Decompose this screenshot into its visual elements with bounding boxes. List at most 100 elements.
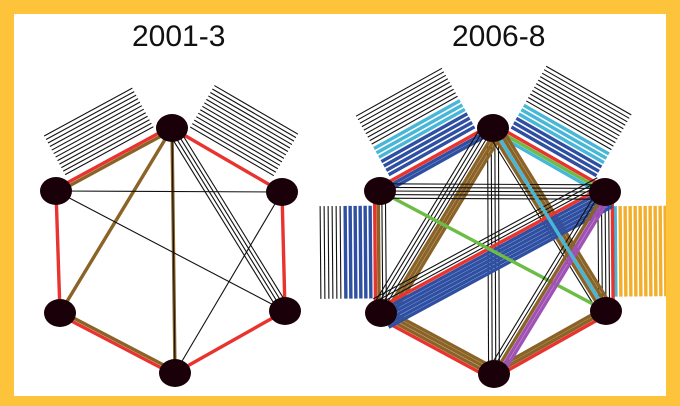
edge-line-1-12-1 (380, 186, 606, 189)
stub-line-1-3-1 (618, 206, 623, 297)
stub-line-1-1-14 (541, 72, 628, 123)
node-bottom (478, 360, 510, 388)
stub-line-0-1-8 (206, 98, 291, 149)
stub-line-0-1-9 (208, 95, 293, 146)
stub-line-1-2-4 (348, 205, 353, 299)
edge-line-1-4-3 (384, 190, 387, 313)
edge-line-0-8-1 (173, 126, 287, 311)
stub-line-1-0-0 (387, 125, 476, 177)
stub-line-0-1-0 (189, 126, 275, 177)
edge-line-1-10-0 (379, 189, 607, 313)
edge-line-1-11-2 (492, 191, 607, 375)
node-lower-left (365, 299, 397, 327)
node-bottom (159, 359, 191, 387)
edge-line-0-12-0 (174, 191, 283, 374)
stub-line-1-3-4 (633, 206, 638, 297)
stub-line-0-0-5 (55, 108, 145, 158)
edge-line-1-4-1 (376, 191, 381, 314)
stub-line-1-2-0 (368, 205, 373, 299)
stub-line-1-0-2 (382, 116, 471, 168)
edge-line-1-9-7 (376, 183, 601, 306)
stub-line-1-0-1 (385, 120, 473, 172)
stub-line-1-1-13 (539, 76, 626, 126)
edge-line-0-2-0 (174, 309, 286, 375)
stub-line-0-0-9 (47, 94, 137, 144)
stub-line-1-1-2 (515, 116, 603, 169)
stub-line-0-1-7 (204, 102, 289, 152)
edge-line-1-11-0 (498, 194, 613, 379)
node-upper-right (266, 178, 298, 206)
edge-line-1-12-2 (379, 190, 606, 193)
node-upper-right (589, 178, 621, 206)
node-top (477, 114, 509, 142)
stub-line-0-0-1 (62, 122, 152, 172)
stub-line-0-0-4 (57, 112, 146, 162)
network-diagrams (40, 65, 666, 388)
edge-line-0-5-0 (54, 124, 172, 191)
node-lower-right (590, 297, 622, 325)
edge-line-1-0-1 (492, 126, 606, 194)
node-lower-right (269, 297, 301, 325)
node-lower-left (44, 299, 76, 327)
stub-line-1-0-11 (363, 81, 451, 131)
stub-line-0-1-2 (193, 119, 279, 170)
graph-title-right: 2006-8 (452, 20, 546, 53)
stub-line-0-1-3 (195, 116, 281, 166)
stub-line-1-0-9 (367, 88, 454, 138)
stub-line-1-2-2 (358, 205, 363, 299)
edge-line-1-5-0 (377, 123, 493, 190)
stub-line-1-1-6 (526, 100, 612, 151)
stub-line-1-2-7 (335, 205, 338, 299)
stub-line-1-0-14 (357, 71, 445, 121)
edge-line-1-12-3 (379, 194, 605, 197)
stub-line-1-0-5 (375, 103, 464, 155)
stub-line-1-1-0 (510, 125, 598, 178)
stub-line-1-2-9 (327, 206, 330, 299)
stub-line-1-2-3 (353, 205, 358, 299)
stub-line-0-0-10 (45, 91, 135, 140)
stub-line-0-0-11 (43, 87, 133, 137)
stub-line-1-0-13 (359, 74, 447, 124)
edge-line-0-8-0 (176, 124, 291, 309)
edge-line-1-11-1 (495, 192, 610, 377)
edge-line-1-1-1 (608, 191, 611, 311)
stub-line-0-1-1 (191, 123, 277, 173)
stub-line-1-3-7 (648, 205, 653, 297)
edge-line-0-0-0 (171, 126, 283, 194)
edge-line-1-9-8 (374, 180, 600, 303)
stub-line-1-3-9 (658, 205, 663, 297)
stub-line-1-3-5 (638, 205, 643, 297)
edge-line-1-9-2 (384, 198, 611, 323)
stub-line-1-1-7 (527, 96, 614, 147)
edge-line-1-2-0 (494, 312, 609, 379)
edge-line-0-11-0 (55, 190, 286, 312)
graph-title-left: 2001-3 (132, 20, 226, 53)
stub-line-1-2-11 (319, 206, 322, 299)
stub-line-1-1-9 (531, 90, 618, 140)
edge-line-1-9-1 (386, 201, 612, 326)
stub-line-0-1-12 (214, 85, 299, 135)
stub-line-0-1-6 (202, 105, 287, 156)
stub-line-1-1-8 (529, 93, 616, 144)
edge-line-1-4-2 (381, 190, 384, 313)
edge-line-0-8-3 (166, 130, 281, 315)
network-graph-left (40, 85, 301, 387)
stub-line-1-2-6 (339, 205, 342, 299)
stub-line-1-0-12 (361, 78, 449, 128)
stub-line-1-3-8 (653, 205, 658, 297)
stub-line-0-1-11 (212, 88, 297, 139)
edge-line-1-4-0 (372, 191, 378, 314)
stub-line-1-1-16 (545, 65, 632, 116)
edge-line-0-8-2 (170, 128, 284, 313)
edge-line-1-6-3 (487, 128, 490, 375)
stub-line-1-0-7 (371, 95, 458, 145)
stub-line-1-1-11 (535, 83, 622, 133)
edge-line-1-9-4 (381, 192, 607, 317)
stub-line-0-1-4 (197, 112, 283, 163)
edge-line-1-9-3 (382, 195, 609, 320)
stub-line-1-3-0 (613, 206, 618, 297)
edge-line-1-13-0 (491, 127, 608, 312)
edge-line-0-7-0 (58, 127, 174, 314)
stub-line-0-0-3 (59, 115, 148, 165)
